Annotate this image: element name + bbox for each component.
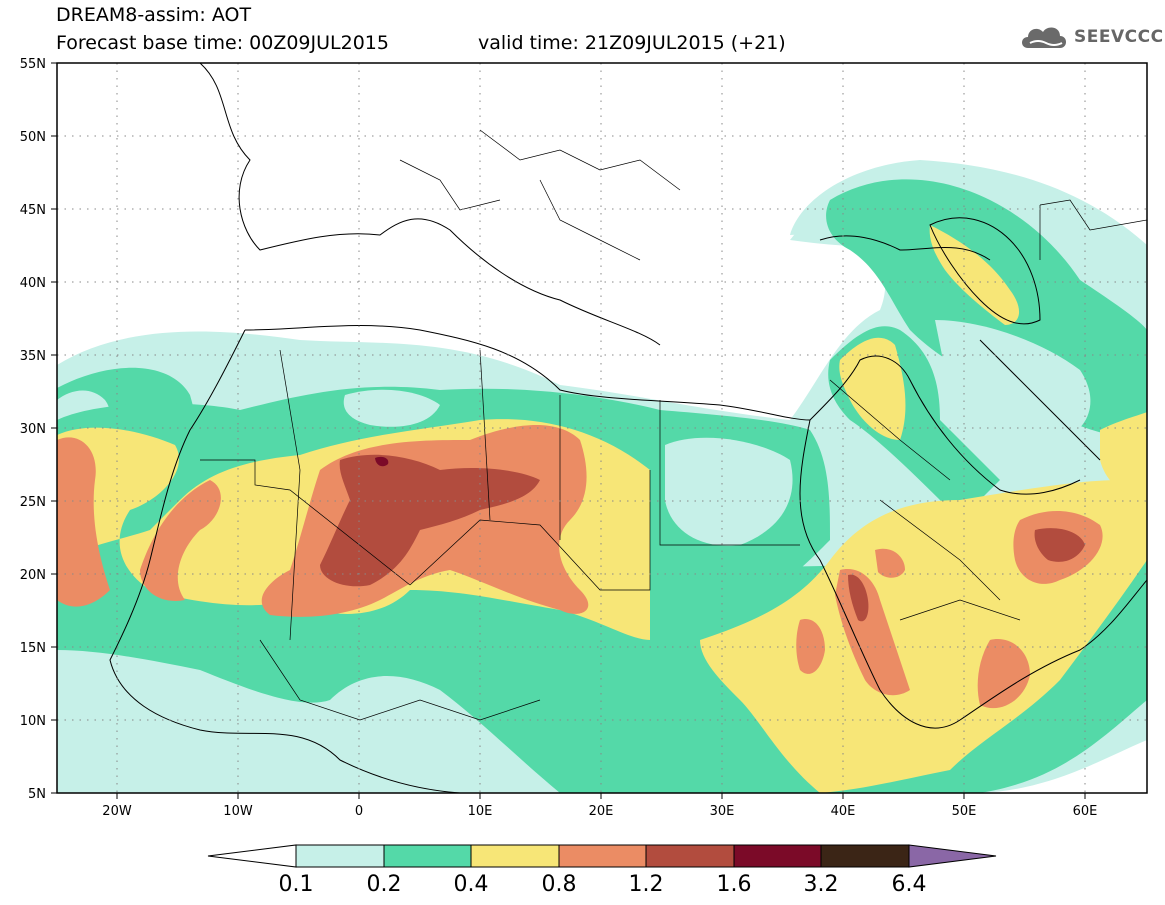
lat-label: 45N bbox=[20, 203, 46, 218]
colorbar-segment bbox=[383, 844, 472, 868]
lat-label: 40N bbox=[20, 276, 46, 291]
lat-label: 50N bbox=[20, 130, 46, 145]
colorbar-segment bbox=[645, 844, 735, 868]
lat-label: 5N bbox=[28, 787, 46, 802]
aot-contours bbox=[57, 63, 1147, 793]
lon-label: 20E bbox=[589, 804, 614, 819]
latitude-labels: 55N 50N 45N 40N 35N 30N 25N 20N 15N 10N … bbox=[20, 57, 46, 802]
lon-label: 0 bbox=[355, 804, 363, 819]
colorbar-segment bbox=[470, 844, 560, 868]
lon-label: 50E bbox=[952, 804, 977, 819]
colorbar-label: 0.4 bbox=[453, 872, 489, 897]
colorbar bbox=[207, 844, 997, 868]
colorbar-label: 0.8 bbox=[541, 872, 577, 897]
colorbar-label: 3.2 bbox=[803, 872, 839, 897]
colorbar-labels: 0.1 0.2 0.4 0.8 1.2 1.6 3.2 6.4 bbox=[0, 872, 1165, 902]
map-title: DREAM8-assim: AOT bbox=[56, 4, 252, 26]
colorbar-segment bbox=[733, 844, 822, 868]
colorbar-label: 6.4 bbox=[891, 872, 927, 897]
lon-label: 40E bbox=[831, 804, 856, 819]
lat-label: 35N bbox=[20, 349, 46, 364]
colorbar-segment bbox=[558, 844, 647, 868]
lat-label: 20N bbox=[20, 568, 46, 583]
colorbar-label: 0.1 bbox=[278, 872, 314, 897]
lat-label: 10N bbox=[20, 714, 46, 729]
colorbar-arrow-low bbox=[207, 844, 297, 868]
lon-label: 10E bbox=[468, 804, 493, 819]
lat-label: 15N bbox=[20, 641, 46, 656]
forecast-base-time: Forecast base time: 00Z09JUL2015 bbox=[56, 32, 389, 54]
valid-time: valid time: 21Z09JUL2015 (+21) bbox=[478, 32, 786, 54]
colorbar-label: 1.2 bbox=[628, 872, 664, 897]
lon-label: 20W bbox=[102, 804, 132, 819]
logo-text: SEEVCCC bbox=[1074, 27, 1164, 47]
colorbar-arrow-high bbox=[908, 844, 997, 868]
longitude-labels: 20W 10W 0 10E 20E 30E 40E 50E 60E bbox=[102, 804, 1097, 819]
colorbar-label: 0.2 bbox=[366, 872, 402, 897]
colorbar-segment bbox=[820, 844, 910, 868]
lat-label: 30N bbox=[20, 422, 46, 437]
lat-label: 25N bbox=[20, 495, 46, 510]
cloud-icon bbox=[1022, 27, 1066, 48]
seevccc-logo: SEEVCCC bbox=[1018, 22, 1164, 52]
lon-label: 10W bbox=[223, 804, 253, 819]
lon-label: 30E bbox=[710, 804, 735, 819]
colorbar-label: 1.6 bbox=[716, 872, 752, 897]
lat-label: 55N bbox=[20, 57, 46, 72]
lon-label: 60E bbox=[1073, 804, 1098, 819]
colorbar-segment bbox=[295, 844, 385, 868]
